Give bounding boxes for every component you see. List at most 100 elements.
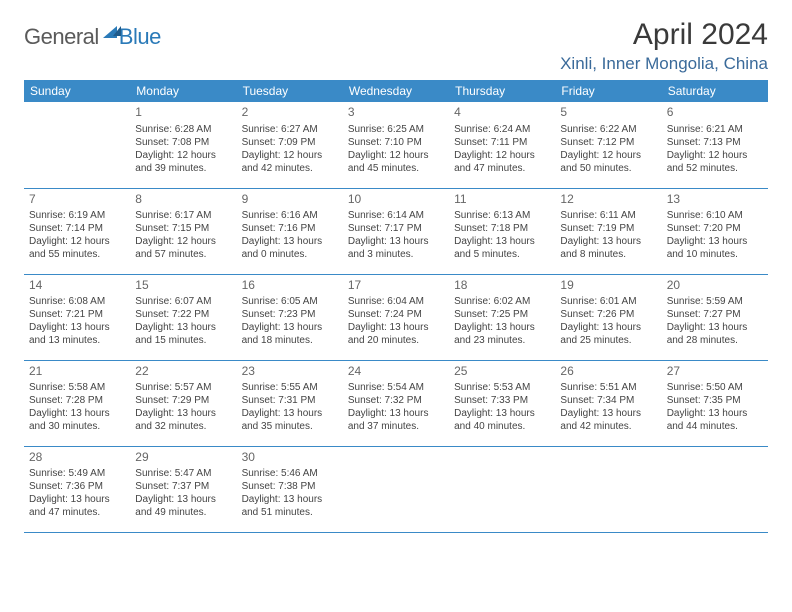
calendar-cell: 4Sunrise: 6:24 AMSunset: 7:11 PMDaylight…	[449, 102, 555, 188]
daylight-line: and 55 minutes.	[29, 248, 125, 261]
day-number: 16	[242, 278, 338, 294]
daylight-line: Daylight: 13 hours	[560, 235, 656, 248]
day-number: 23	[242, 364, 338, 380]
sunset-line: Sunset: 7:14 PM	[29, 222, 125, 235]
day-header: Tuesday	[237, 80, 343, 102]
daylight-line: and 39 minutes.	[135, 162, 231, 175]
daylight-line: Daylight: 13 hours	[667, 235, 763, 248]
day-number: 28	[29, 450, 125, 466]
calendar-page: General Blue April 2024 Xinli, Inner Mon…	[0, 0, 792, 551]
daylight-line: and 37 minutes.	[348, 420, 444, 433]
sunset-line: Sunset: 7:12 PM	[560, 136, 656, 149]
calendar-cell: 8Sunrise: 6:17 AMSunset: 7:15 PMDaylight…	[130, 188, 236, 274]
sunset-line: Sunset: 7:15 PM	[135, 222, 231, 235]
day-number: 14	[29, 278, 125, 294]
calendar-cell: 24Sunrise: 5:54 AMSunset: 7:32 PMDayligh…	[343, 360, 449, 446]
sunrise-line: Sunrise: 6:07 AM	[135, 295, 231, 308]
sunrise-line: Sunrise: 6:17 AM	[135, 209, 231, 222]
sunrise-line: Sunrise: 5:51 AM	[560, 381, 656, 394]
day-number: 13	[667, 192, 763, 208]
daylight-line: Daylight: 13 hours	[135, 407, 231, 420]
daylight-line: and 47 minutes.	[29, 506, 125, 519]
sunset-line: Sunset: 7:29 PM	[135, 394, 231, 407]
sunrise-line: Sunrise: 6:10 AM	[667, 209, 763, 222]
sunset-line: Sunset: 7:34 PM	[560, 394, 656, 407]
sunset-line: Sunset: 7:22 PM	[135, 308, 231, 321]
daylight-line: and 52 minutes.	[667, 162, 763, 175]
daylight-line: and 45 minutes.	[348, 162, 444, 175]
sunset-line: Sunset: 7:10 PM	[348, 136, 444, 149]
calendar-cell: 6Sunrise: 6:21 AMSunset: 7:13 PMDaylight…	[662, 102, 768, 188]
daylight-line: and 50 minutes.	[560, 162, 656, 175]
sunrise-line: Sunrise: 6:01 AM	[560, 295, 656, 308]
calendar-week-row: 21Sunrise: 5:58 AMSunset: 7:28 PM Dayligh…	[24, 360, 768, 446]
calendar-cell: 10Sunrise: 6:14 AMSunset: 7:17 PMDayligh…	[343, 188, 449, 274]
sunset-line: Sunset: 7:18 PM	[454, 222, 550, 235]
day-number: 7	[29, 192, 125, 208]
day-number: 22	[135, 364, 231, 380]
daylight-line: Daylight: 13 hours	[242, 235, 338, 248]
sunrise-line: Sunrise: 6:13 AM	[454, 209, 550, 222]
calendar-cell: 16Sunrise: 6:05 AMSunset: 7:23 PMDayligh…	[237, 274, 343, 360]
brand-logo: General Blue	[24, 18, 161, 50]
calendar-cell: 14Sunrise: 6:08 AMSunset: 7:21 PMDayligh…	[24, 274, 130, 360]
sunrise-line: Sunrise: 6:25 AM	[348, 123, 444, 136]
daylight-line: and 3 minutes.	[348, 248, 444, 261]
sunrise-line: Sunrise: 6:14 AM	[348, 209, 444, 222]
calendar-cell	[449, 446, 555, 532]
daylight-line: Daylight: 13 hours	[560, 321, 656, 334]
day-number: 15	[135, 278, 231, 294]
day-number: 12	[560, 192, 656, 208]
daylight-line: and 28 minutes.	[667, 334, 763, 347]
sunrise-line: Sunrise: 5:46 AM	[242, 467, 338, 480]
sunset-line: Sunset: 7:13 PM	[667, 136, 763, 149]
sunset-line: Sunset: 7:26 PM	[560, 308, 656, 321]
calendar-cell: 5Sunrise: 6:22 AMSunset: 7:12 PMDaylight…	[555, 102, 661, 188]
sunrise-line: Sunrise: 5:57 AM	[135, 381, 231, 394]
sunset-line: Sunset: 7:31 PM	[242, 394, 338, 407]
sunset-line: Sunset: 7:24 PM	[348, 308, 444, 321]
calendar-body: 1Sunrise: 6:28 AMSunset: 7:08 PMDaylight…	[24, 102, 768, 532]
calendar-cell: 27Sunrise: 5:50 AMSunset: 7:35 PMDayligh…	[662, 360, 768, 446]
day-number: 9	[242, 192, 338, 208]
daylight-line: and 20 minutes.	[348, 334, 444, 347]
daylight-line: Daylight: 13 hours	[560, 407, 656, 420]
daylight-line: and 42 minutes.	[560, 420, 656, 433]
day-number: 10	[348, 192, 444, 208]
sunrise-line: Sunrise: 5:47 AM	[135, 467, 231, 480]
daylight-line: and 5 minutes.	[454, 248, 550, 261]
daylight-line: Daylight: 12 hours	[135, 235, 231, 248]
sunrise-line: Sunrise: 6:19 AM	[29, 209, 125, 222]
day-number: 19	[560, 278, 656, 294]
daylight-line: and 57 minutes.	[135, 248, 231, 261]
sunrise-line: Sunrise: 5:59 AM	[667, 295, 763, 308]
daylight-line: and 51 minutes.	[242, 506, 338, 519]
sunrise-line: Sunrise: 6:28 AM	[135, 123, 231, 136]
sunrise-line: Sunrise: 5:58 AM	[29, 381, 125, 394]
calendar-cell: 2Sunrise: 6:27 AMSunset: 7:09 PMDaylight…	[237, 102, 343, 188]
day-number: 2	[242, 105, 338, 121]
day-number: 1	[135, 105, 231, 121]
daylight-line: Daylight: 13 hours	[29, 321, 125, 334]
day-number: 21	[29, 364, 125, 380]
sunset-line: Sunset: 7:08 PM	[135, 136, 231, 149]
calendar-cell: 19Sunrise: 6:01 AMSunset: 7:26 PMDayligh…	[555, 274, 661, 360]
daylight-line: and 25 minutes.	[560, 334, 656, 347]
calendar-cell: 26Sunrise: 5:51 AMSunset: 7:34 PMDayligh…	[555, 360, 661, 446]
daylight-line: Daylight: 13 hours	[667, 407, 763, 420]
sunset-line: Sunset: 7:32 PM	[348, 394, 444, 407]
daylight-line: Daylight: 13 hours	[454, 407, 550, 420]
calendar-cell: 17Sunrise: 6:04 AMSunset: 7:24 PMDayligh…	[343, 274, 449, 360]
calendar-cell: 22Sunrise: 5:57 AMSunset: 7:29 PMDayligh…	[130, 360, 236, 446]
calendar-cell	[343, 446, 449, 532]
daylight-line: Daylight: 12 hours	[560, 149, 656, 162]
calendar-cell: 1 Sunrise: 6:28 AMSunset: 7:08 PMDaylight…	[130, 102, 236, 188]
sunrise-line: Sunrise: 6:04 AM	[348, 295, 444, 308]
sunrise-line: Sunrise: 6:24 AM	[454, 123, 550, 136]
daylight-line: Daylight: 13 hours	[29, 493, 125, 506]
daylight-line: Daylight: 12 hours	[29, 235, 125, 248]
daylight-line: Daylight: 13 hours	[135, 493, 231, 506]
sunset-line: Sunset: 7:28 PM	[29, 394, 125, 407]
daylight-line: Daylight: 12 hours	[135, 149, 231, 162]
sunrise-line: Sunrise: 6:08 AM	[29, 295, 125, 308]
